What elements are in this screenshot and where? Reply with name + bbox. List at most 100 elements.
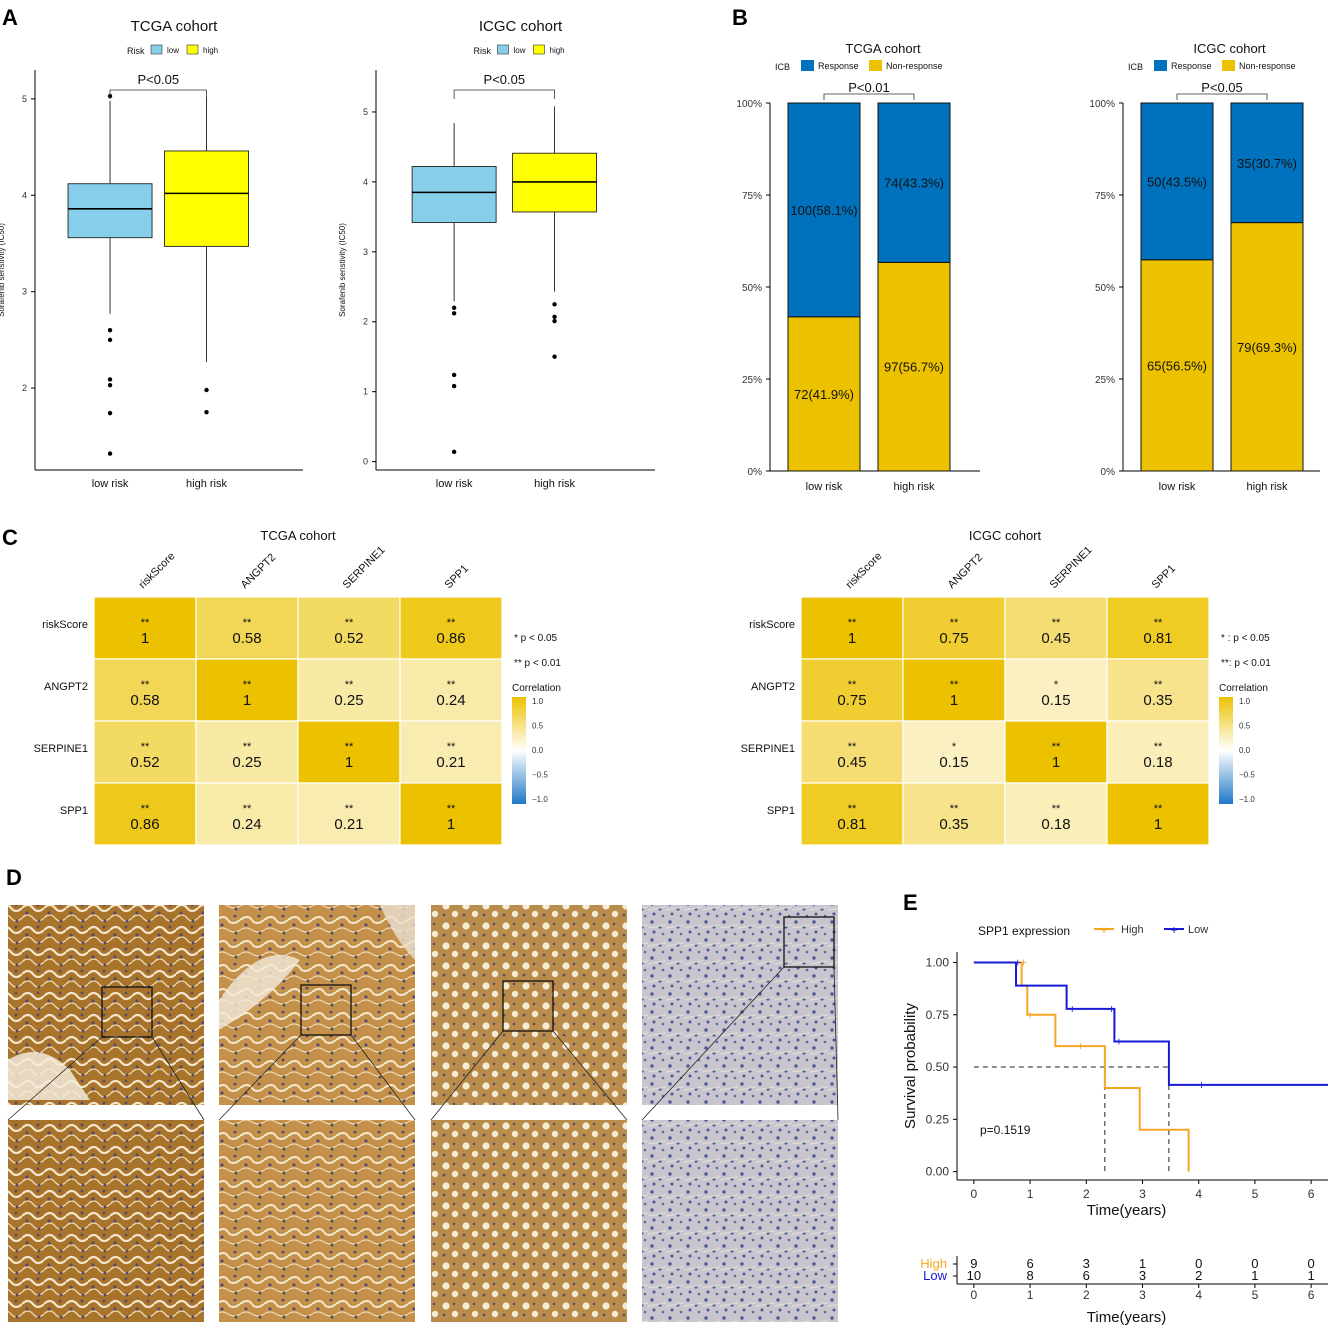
y-tick-label: 0 [363,457,368,467]
y-tick-label: 0.75 [926,1008,950,1022]
legend-swatch-low [150,44,163,55]
legend-swatch-high [533,44,545,55]
colorbar-tick-label: 1.0 [532,697,544,706]
y-tick-label: 0.25 [926,1112,950,1126]
x-tick-label: low risk [436,478,473,490]
row-label: SERPINE1 [34,743,88,755]
legend-label-response: Response [818,61,859,71]
bar-nonresponse [877,261,951,472]
cell-stars: ** [1154,617,1163,629]
significance-bracket [823,93,915,100]
x-axis-label: Time(years) [1087,1202,1166,1219]
risk-table-count: 1 [1251,1268,1258,1283]
cell-stars: ** [243,679,252,691]
sig-note-1: * : p < 0.05 [1221,633,1270,644]
cell-stars: * [952,741,957,753]
colorbar-tick-label: 1.0 [1239,697,1251,706]
cell-value: 0.81 [1143,630,1172,647]
panel-label-b: B [732,5,748,30]
y-tick-label: 75% [742,191,762,202]
cell-stars: ** [950,803,959,815]
y-tick-label: 3 [363,247,368,257]
column-label: SPP1 [1150,563,1178,591]
significance-bracket [1176,93,1268,100]
legend-label-nonresponse: Non-response [1239,61,1296,71]
y-tick-label: 5 [363,107,368,117]
heatmap-cell [800,782,904,846]
y-axis-label: Sorafenib senstivity (IC50) [338,223,347,317]
risk-table-x-tick-label: 6 [1308,1288,1315,1302]
legend-swatch-high [186,44,199,55]
x-tick-label: 5 [1252,1187,1259,1201]
cell-value: 0.86 [436,630,465,647]
risk-table-count: 9 [970,1256,977,1271]
risk-table-count: 0 [1308,1256,1315,1271]
heatmap-cell [93,782,197,846]
row-label: riskScore [749,619,795,631]
stacked-bar-tcga: TCGA cohort ICB Response Non-response 0% 25% 5… [736,41,980,493]
ihc-lumen-1 [8,1052,90,1100]
heatmap-cell [195,658,299,722]
box [67,183,153,239]
legend-swatch-response [801,60,814,71]
x-tick-label: 1 [1027,1187,1034,1201]
ihc-zoom-2 [219,1120,415,1322]
cell-value: 1 [345,754,353,771]
legend-label-high: high [203,46,218,55]
y-tick-label: 50% [742,283,762,294]
bar-label-response: 50(43.5%) [1147,174,1207,189]
cell-value: 0.18 [1143,754,1172,771]
column-label: SPP1 [443,563,471,591]
cell-stars: ** [345,803,354,815]
ihc-overview-3 [431,905,627,1105]
risk-table-count: 0 [1195,1256,1202,1271]
censor-mark: + [1069,1002,1076,1016]
risk-table-x-tick-label: 4 [1195,1288,1202,1302]
ihc-panel [7,905,839,1322]
cell-stars: ** [141,741,150,753]
risk-table-count: 6 [1083,1268,1090,1283]
column-label: ANGPT2 [239,552,279,592]
row-label: ANGPT2 [44,681,88,693]
survival-curve-low [973,961,1328,1086]
colorbar [512,697,526,804]
risk-table-count: 10 [967,1268,981,1283]
ihc-lumen-2 [219,955,300,1030]
y-tick-label: 100% [1089,99,1115,110]
heatmap-tcga: TCGA cohort riskScore ANGPT2 SERPINE1 SPP1 ri… [34,528,561,846]
column-label: riskScore [137,550,178,591]
bar-response [1140,102,1214,261]
x-tick-label: high risk [894,481,935,493]
x-tick-label: low risk [1159,481,1196,493]
p-value-label: p=0.1519 [980,1123,1031,1137]
chart-title: TCGA cohort [845,41,921,56]
bar-label-nonresponse: 65(56.5%) [1147,358,1207,373]
bar-label-response: 100(58.1%) [790,203,857,218]
cell-stars: ** [243,741,252,753]
cell-value: 0.45 [1041,630,1070,647]
cell-value: 0.21 [436,754,465,771]
ihc-zoom-1 [8,1120,204,1322]
risk-table-x-tick-label: 2 [1083,1288,1090,1302]
outlier-point [107,337,113,343]
cell-value: 1 [1052,754,1060,771]
heatmap-cell [93,596,197,660]
cell-value: 0.52 [130,754,159,771]
legend-label-response: Response [1171,61,1212,71]
cell-stars: ** [243,617,252,629]
p-value-label: P<0.05 [137,72,179,87]
y-axis-label: Sorafenib senstivity (IC50) [0,223,6,317]
legend-swatch-low [497,44,509,55]
cell-stars: ** [345,741,354,753]
cell-stars: ** [141,803,150,815]
p-value-label: P<0.01 [848,80,890,95]
cell-value: 0.86 [130,816,159,833]
significance-bracket [109,89,207,99]
legend-label-low: low [167,46,179,55]
cell-value: 0.15 [1041,692,1070,709]
heatmap-cell [195,782,299,846]
x-tick-label: high risk [1247,481,1288,493]
y-tick-label: 0.50 [926,1060,950,1074]
row-label: SERPINE1 [741,743,795,755]
